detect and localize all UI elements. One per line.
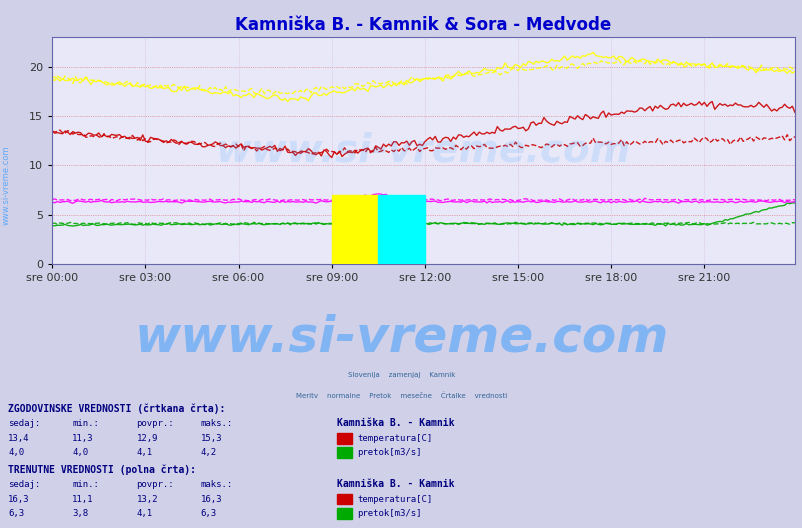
Text: Slovenija    zamenjaj    Kamnik: Slovenija zamenjaj Kamnik [347,372,455,378]
Bar [337,494,351,504]
Title: Kamniška B. - Kamnik & Sora - Medvode: Kamniška B. - Kamnik & Sora - Medvode [235,16,611,34]
Text: povpr.:: povpr.: [136,480,174,489]
Text: www.si-vreme.com: www.si-vreme.com [2,145,11,224]
Text: temperatura[C]: temperatura[C] [357,495,432,504]
Text: Kamniška B. - Kamnik: Kamniška B. - Kamnik [337,418,454,428]
Text: 6,3: 6,3 [200,509,217,518]
Text: TRENUTNE VREDNOSTI (polna črta):: TRENUTNE VREDNOSTI (polna črta): [8,464,196,475]
Bar [378,195,424,264]
Text: 4,0: 4,0 [8,448,24,457]
Text: Meritv    normalne    Pretok    mesečne    Črtalke    vrednosti: Meritv normalne Pretok mesečne Črtalke v… [295,393,507,399]
Text: 11,1: 11,1 [72,495,94,504]
Text: 11,3: 11,3 [72,434,94,443]
Text: 6,3: 6,3 [8,509,24,518]
Text: sedaj:: sedaj: [8,480,40,489]
Bar [337,433,351,444]
Text: povpr.:: povpr.: [136,419,174,428]
Text: 16,3: 16,3 [8,495,30,504]
Bar [331,195,378,264]
Text: maks.:: maks.: [200,419,233,428]
Bar [337,447,351,458]
Bar [337,508,351,518]
Text: www.si-vreme.com: www.si-vreme.com [134,314,668,362]
Text: maks.:: maks.: [200,480,233,489]
Text: min.:: min.: [72,480,99,489]
Text: 13,2: 13,2 [136,495,158,504]
Text: 12,9: 12,9 [136,434,158,443]
Text: min.:: min.: [72,419,99,428]
Text: 4,0: 4,0 [72,448,88,457]
Text: Kamniška B. - Kamnik: Kamniška B. - Kamnik [337,479,454,489]
Text: temperatura[C]: temperatura[C] [357,434,432,443]
Text: 3,8: 3,8 [72,509,88,518]
Text: sedaj:: sedaj: [8,419,40,428]
Text: 13,4: 13,4 [8,434,30,443]
Text: ZGODOVINSKE VREDNOSTI (črtkana črta):: ZGODOVINSKE VREDNOSTI (črtkana črta): [8,403,225,414]
Text: 4,1: 4,1 [136,509,152,518]
Text: 15,3: 15,3 [200,434,222,443]
Text: pretok[m3/s]: pretok[m3/s] [357,448,421,457]
Text: 4,2: 4,2 [200,448,217,457]
Text: pretok[m3/s]: pretok[m3/s] [357,509,421,518]
Text: 4,1: 4,1 [136,448,152,457]
Text: www.si-vreme.com: www.si-vreme.com [216,131,630,169]
Text: 16,3: 16,3 [200,495,222,504]
